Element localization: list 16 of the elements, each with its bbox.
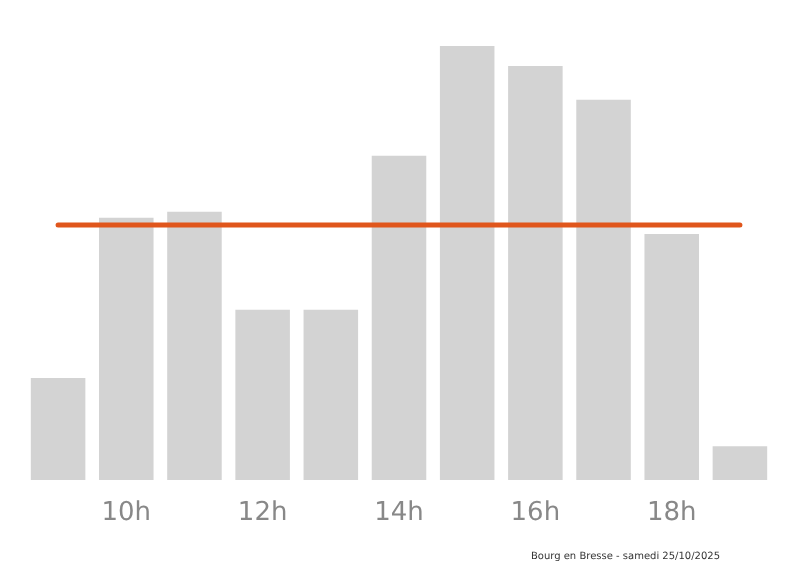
bar bbox=[30, 378, 86, 480]
bar bbox=[303, 309, 359, 480]
bar bbox=[235, 309, 290, 480]
x-tick-label: 14h bbox=[374, 498, 424, 528]
bar bbox=[712, 446, 768, 480]
x-tick-label: 12h bbox=[237, 498, 288, 528]
x-tick-label: 10h bbox=[101, 498, 152, 528]
x-tick-label: 16h bbox=[510, 498, 561, 528]
bar bbox=[508, 65, 563, 480]
bar bbox=[644, 233, 699, 480]
x-tick-label: 18h bbox=[646, 498, 697, 528]
bar bbox=[439, 46, 495, 480]
bar bbox=[371, 155, 427, 480]
bar bbox=[167, 211, 222, 480]
bar bbox=[99, 217, 154, 480]
bar bbox=[576, 99, 631, 480]
